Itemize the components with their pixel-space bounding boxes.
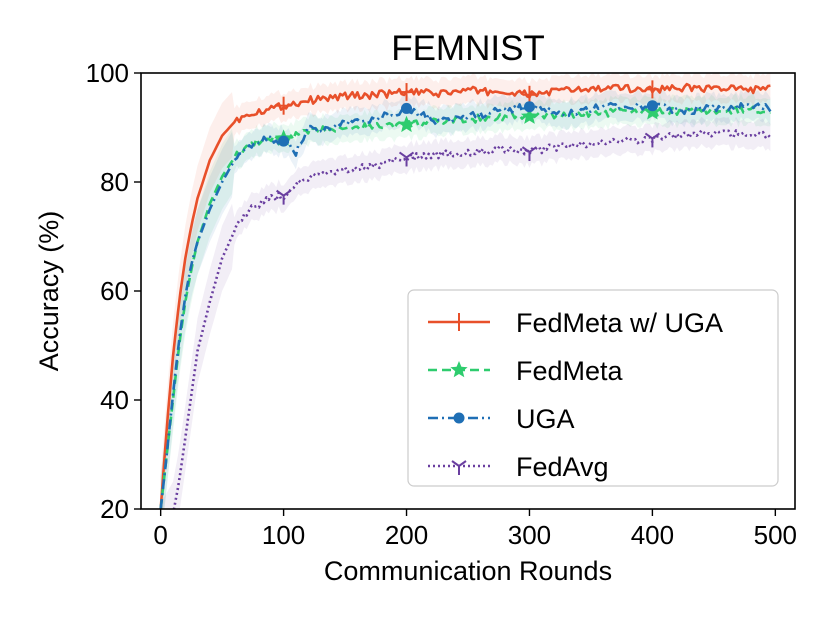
y-axis-label: Accuracy (%) <box>34 211 64 372</box>
series-line <box>159 101 772 509</box>
data-point-marker <box>276 96 291 115</box>
x-tick-label: 500 <box>754 520 797 550</box>
data-point-marker <box>523 101 535 113</box>
x-tick-label: 0 <box>153 520 167 550</box>
data-point-marker <box>646 100 658 112</box>
legend-box <box>407 289 779 487</box>
series-line <box>172 129 772 509</box>
y-tick-label: 60 <box>100 276 129 306</box>
data-point-marker <box>522 85 537 104</box>
series-lines <box>159 82 772 509</box>
y-axis: 20 40 60 80 100 <box>86 58 141 524</box>
data-point-marker <box>276 189 292 205</box>
data-point-marker <box>399 83 414 102</box>
data-point-marker <box>278 135 290 147</box>
legend-entry: FedMeta w/ UGA <box>428 308 723 338</box>
x-tick-label: 400 <box>631 520 674 550</box>
data-point-marker <box>398 115 416 133</box>
data-point-marker <box>398 151 415 167</box>
chart-title: FEMNIST <box>391 29 545 68</box>
series-variance-band <box>160 73 771 509</box>
x-tick-label: 100 <box>262 520 305 550</box>
y-tick-label: 40 <box>100 385 129 415</box>
x-tick-label: 300 <box>508 520 551 550</box>
y-tick-label: 20 <box>100 494 129 524</box>
legend: FedMeta w/ UGA FedMeta UGA FedAvg <box>407 289 779 487</box>
series-line <box>159 82 771 509</box>
y-tick-label: 100 <box>86 58 129 88</box>
legend-label: FedMeta <box>516 356 624 386</box>
data-point-marker <box>450 361 468 378</box>
x-axis: 0 100 200 300 400 500 <box>153 509 797 550</box>
data-point-marker <box>521 146 538 162</box>
data-point-marker <box>645 80 660 99</box>
x-tick-label: 200 <box>385 520 428 550</box>
data-point-marker <box>643 103 661 120</box>
legend-label: FedAvg <box>516 452 609 482</box>
data-point-marker <box>401 102 413 114</box>
legend-label: UGA <box>516 404 575 434</box>
series-markers <box>275 80 661 205</box>
data-point-marker <box>452 313 466 331</box>
y-tick-label: 80 <box>100 167 129 197</box>
data-point-marker <box>451 460 467 475</box>
x-axis-label: Communication Rounds <box>324 556 612 586</box>
variance-bands <box>160 73 771 509</box>
legend-label: FedMeta w/ UGA <box>516 308 723 338</box>
legend-entry: UGA <box>428 404 575 434</box>
legend-entry: FedAvg <box>428 452 609 482</box>
data-point-marker <box>453 412 465 424</box>
data-point-marker <box>520 107 538 124</box>
data-point-marker <box>644 132 660 148</box>
legend-entry: FedMeta <box>428 356 624 386</box>
